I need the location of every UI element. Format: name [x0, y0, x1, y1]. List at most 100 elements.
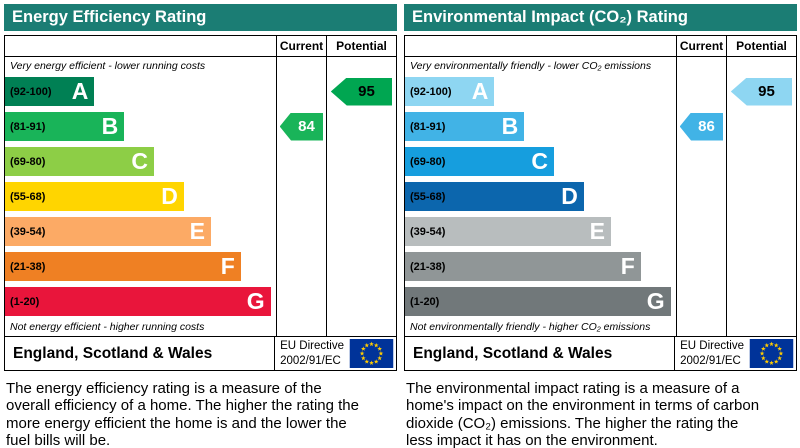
- potential-column-header: Potential: [726, 36, 796, 57]
- band-range: (69-80): [410, 155, 446, 168]
- band-letter: C: [531, 148, 549, 174]
- potential-column-cell: [726, 57, 796, 74]
- co2-panel-title: Environmental Impact (CO₂) Rating: [404, 4, 797, 31]
- band-letter: B: [101, 113, 119, 139]
- current-column-cell: [276, 144, 326, 179]
- potential-column-cell: [726, 319, 796, 336]
- current-column-cell: [276, 284, 326, 319]
- current-column-cell: [276, 214, 326, 249]
- band-letter: E: [189, 218, 205, 244]
- band-bar-b: (81-91) B: [5, 112, 125, 141]
- eu-directive-line1: EU Directive: [280, 339, 344, 352]
- bottom-note: Not energy efficient - higher running co…: [10, 321, 205, 333]
- potential-rating-value: 95: [358, 83, 375, 100]
- eu-flag-icon: [749, 339, 794, 368]
- band-row-d: (55-68) D: [5, 179, 276, 214]
- band-row-a: (92-100) A: [405, 74, 676, 109]
- co2-description: The environmental impact rating is a mea…: [406, 380, 760, 448]
- current-rating-arrow: 86: [679, 112, 724, 141]
- potential-column-cell: [326, 284, 396, 319]
- potential-column-cell: [726, 144, 796, 179]
- band-row-b: (81-91) B: [405, 109, 676, 144]
- potential-column-cell: [326, 109, 396, 144]
- band-bar-g: (1-20) G: [5, 287, 271, 316]
- band-bar-c: (69-80) C: [405, 147, 555, 176]
- band-bar-f: (21-38) F: [5, 252, 241, 281]
- potential-column-cell: 95: [726, 74, 796, 109]
- band-row-c: (69-80) C: [405, 144, 676, 179]
- current-column-cell: [276, 57, 326, 74]
- header-spacer: [405, 36, 676, 57]
- potential-column-cell: 95: [326, 74, 396, 109]
- region-label: England, Scotland & Wales: [13, 344, 213, 362]
- band-range: (69-80): [10, 155, 46, 168]
- potential-column-cell: [326, 144, 396, 179]
- band-range: (81-91): [410, 120, 446, 133]
- current-column-header: Current: [676, 36, 726, 57]
- band-bar-b: (81-91) B: [405, 112, 525, 141]
- band-range: (92-100): [410, 85, 452, 98]
- current-column-header: Current: [276, 36, 326, 57]
- eu-flag-icon: [349, 339, 394, 368]
- band-bar-a: (92-100) A: [405, 77, 495, 106]
- band-row-f: (21-38) F: [405, 249, 676, 284]
- current-column-cell: [276, 319, 326, 336]
- potential-column-cell: [726, 179, 796, 214]
- band-range: (1-20): [10, 295, 40, 308]
- potential-rating-arrow: 95: [330, 77, 393, 106]
- current-column-cell: [676, 214, 726, 249]
- band-range: (21-38): [10, 260, 46, 273]
- potential-column-cell: [326, 179, 396, 214]
- current-rating-value: 84: [298, 118, 315, 135]
- current-column-cell: [676, 249, 726, 284]
- band-range: (55-68): [10, 190, 46, 203]
- band-range: (39-54): [10, 225, 46, 238]
- energy-description: The energy efficiency rating is a measur…: [6, 380, 359, 448]
- band-bar-d: (55-68) D: [405, 182, 584, 211]
- potential-column-cell: [326, 57, 396, 74]
- co2-rating-panel: Environmental Impact (CO₂) Rating Curren…: [404, 4, 797, 448]
- band-row-e: (39-54) E: [5, 214, 276, 249]
- current-rating-value: 86: [698, 118, 715, 135]
- current-column-cell: [676, 144, 726, 179]
- energy-rating-panel: Energy Efficiency Rating Current Potenti…: [4, 4, 397, 448]
- band-letter: G: [646, 288, 665, 314]
- energy-panel-title: Energy Efficiency Rating: [4, 4, 397, 31]
- current-column-cell: 84: [276, 109, 326, 144]
- current-column-cell: [676, 57, 726, 74]
- band-row-d: (55-68) D: [405, 179, 676, 214]
- potential-column-cell: [326, 319, 396, 336]
- band-row-e: (39-54) E: [405, 214, 676, 249]
- potential-column-cell: [726, 109, 796, 144]
- band-letter: G: [246, 288, 265, 314]
- band-row-g: (1-20) G: [5, 284, 276, 319]
- potential-column-cell: [726, 284, 796, 319]
- band-bar-a: (92-100) A: [5, 77, 95, 106]
- potential-rating-value: 95: [758, 83, 775, 100]
- band-row-c: (69-80) C: [5, 144, 276, 179]
- potential-rating-arrow: 95: [730, 77, 793, 106]
- band-row-b: (81-91) B: [5, 109, 276, 144]
- energy-rating-chart: Current Potential Very energy efficient …: [4, 35, 397, 337]
- bottom-note: Not environmentally friendly - higher CO…: [410, 321, 651, 333]
- potential-column-cell: [326, 249, 396, 284]
- band-letter: A: [71, 78, 89, 104]
- region-label: England, Scotland & Wales: [413, 344, 613, 362]
- band-letter: B: [501, 113, 519, 139]
- band-bar-f: (21-38) F: [405, 252, 641, 281]
- potential-column-cell: [726, 249, 796, 284]
- band-letter: C: [131, 148, 149, 174]
- co2-rating-chart: Current Potential Very environmentally f…: [404, 35, 797, 337]
- band-range: (92-100): [10, 85, 52, 98]
- top-note: Very energy efficient - lower running co…: [10, 60, 206, 72]
- potential-column-cell: [326, 214, 396, 249]
- header-spacer: [5, 36, 276, 57]
- potential-column-cell: [726, 214, 796, 249]
- band-bar-g: (1-20) G: [405, 287, 671, 316]
- band-bar-d: (55-68) D: [5, 182, 184, 211]
- band-range: (21-38): [410, 260, 446, 273]
- band-range: (81-91): [10, 120, 46, 133]
- eu-directive-line2: 2002/91/EC: [680, 354, 741, 367]
- chart-footer: England, Scotland & Wales EU Directive 2…: [4, 336, 397, 371]
